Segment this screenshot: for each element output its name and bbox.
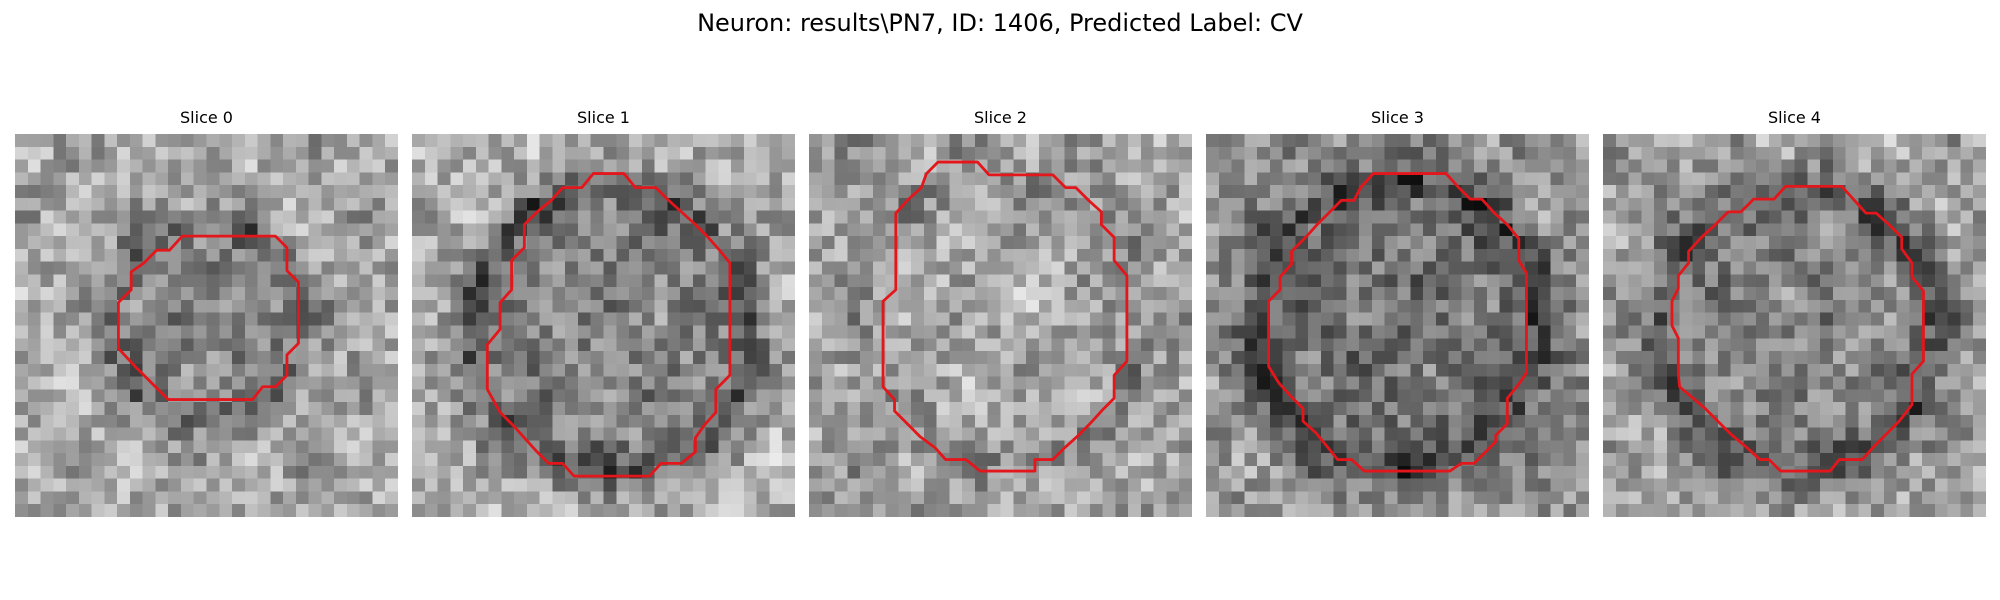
slice-image [1206, 134, 1589, 517]
slice-title: Slice 3 [1371, 108, 1424, 127]
slice-image [1603, 134, 1986, 517]
slice-title: Slice 0 [180, 108, 233, 127]
slice-image [809, 134, 1192, 517]
slice-pixels [1603, 134, 1986, 517]
slice-panel-3: Slice 3 [1206, 108, 1589, 517]
slice-image [412, 134, 795, 517]
slice-title: Slice 4 [1768, 108, 1821, 127]
contour-outline [485, 172, 732, 478]
slice-pixels [1206, 134, 1589, 517]
slice-pixels [15, 134, 398, 517]
slice-panel-4: Slice 4 [1603, 108, 1986, 517]
slice-pixels [809, 134, 1192, 517]
figure-title: Neuron: results\PN7, ID: 1406, Predicted… [697, 9, 1303, 37]
contour-outline [881, 160, 1129, 473]
contour-outline [1670, 184, 1925, 473]
slice-panel-0: Slice 0 [15, 108, 398, 517]
contour-outline [1267, 172, 1528, 473]
slice-title: Slice 1 [577, 108, 630, 127]
slice-pixels [412, 134, 795, 517]
slice-panel-1: Slice 1 [412, 108, 795, 517]
slice-panel-2: Slice 2 [809, 108, 1192, 517]
contour-outline [117, 234, 300, 401]
slice-image [15, 134, 398, 517]
slice-title: Slice 2 [974, 108, 1027, 127]
